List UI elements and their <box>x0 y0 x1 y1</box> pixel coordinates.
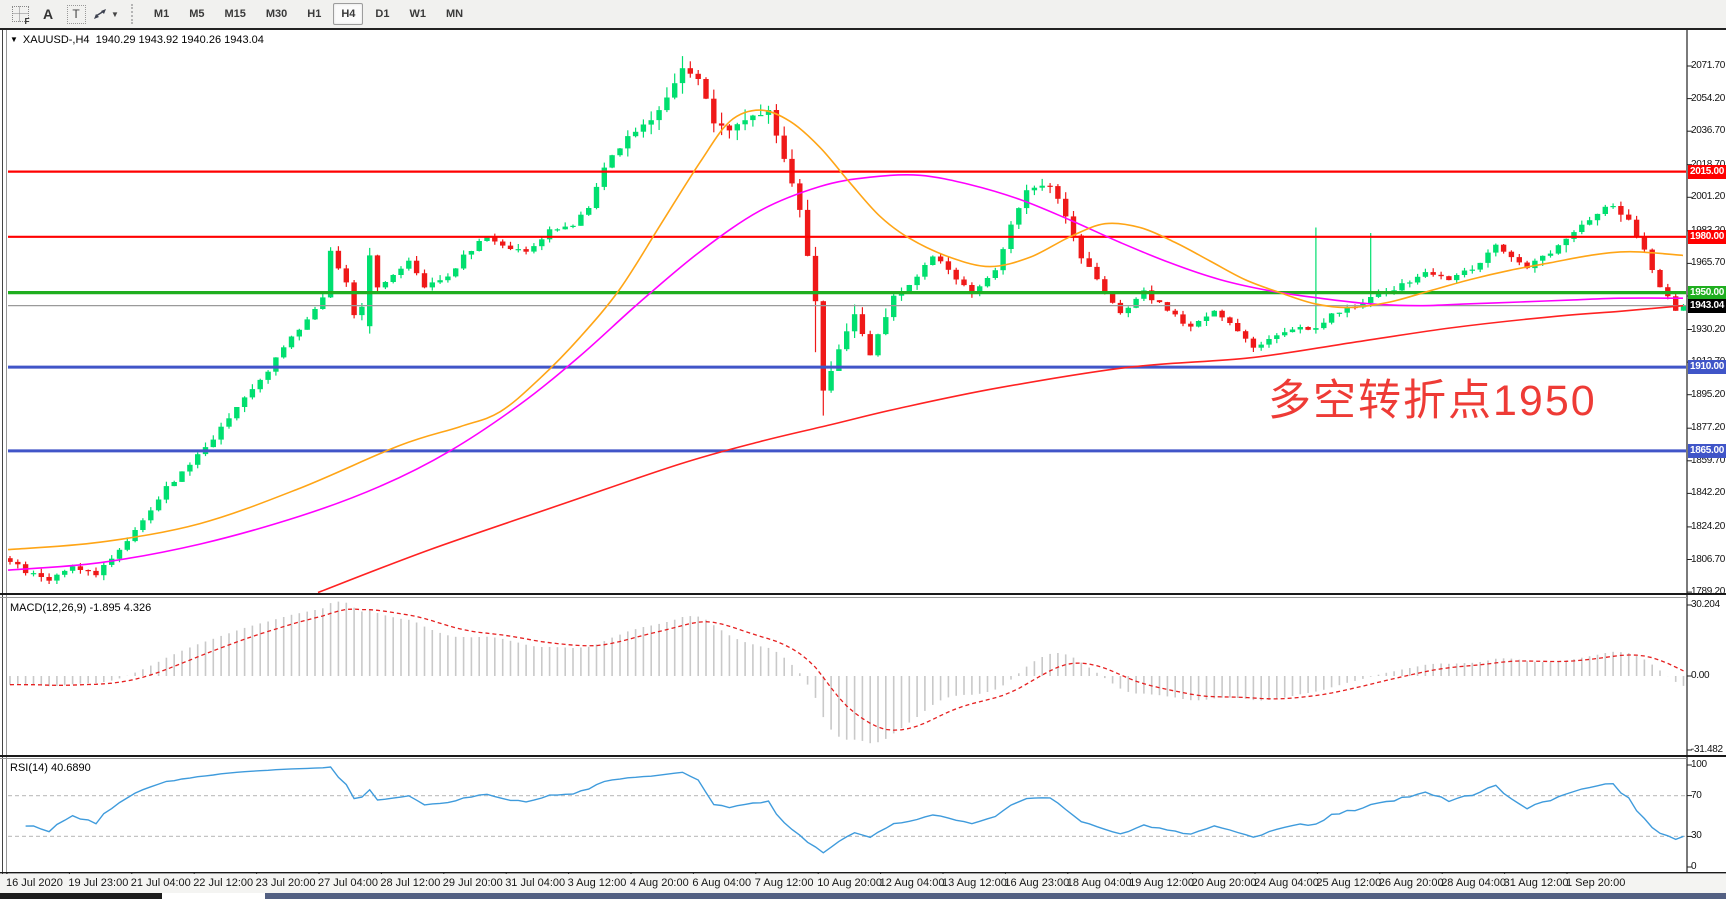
price-tick-label: 2054.20 <box>1691 92 1726 104</box>
price-tick-label: 1930.20 <box>1691 323 1726 335</box>
rsi-tick-label: 100 <box>1691 759 1707 770</box>
bottom-window-edge <box>0 893 1726 899</box>
price-level-tag: 2015.00 <box>1688 164 1726 179</box>
timeframe-button-h1[interactable]: H1 <box>307 8 322 20</box>
letter-t-icon: T <box>66 4 86 24</box>
date-label: 26 Aug 20:00 <box>1378 877 1444 889</box>
date-label: 7 Aug 12:00 <box>754 877 814 889</box>
arrows-icon <box>94 9 106 19</box>
date-label: 24 Aug 04:00 <box>1254 877 1319 889</box>
timeframe-bar: M1 M5 M15 M30 H1 H4 D1 W1 MN <box>144 3 473 25</box>
price-level-tag: 1943.04 <box>1688 298 1726 313</box>
timeframe-button-m15[interactable]: M15 <box>224 8 246 20</box>
macd-tick-label: 0.00 <box>1691 670 1710 681</box>
date-label: 21 Jul 04:00 <box>130 877 191 889</box>
date-label: 10 Aug 20:00 <box>817 877 883 889</box>
date-label: 23 Jul 20:00 <box>255 877 316 889</box>
timeframe-button-mn[interactable]: MN <box>445 8 464 20</box>
price-tick-label: 1965.70 <box>1691 257 1726 269</box>
grid-tool-button[interactable]: F <box>7 2 33 26</box>
timeframe-button-d1[interactable]: D1 <box>375 8 390 20</box>
price-tick-label: 2071.70 <box>1691 60 1726 71</box>
date-label: 20 Aug 20:00 <box>1191 877 1257 889</box>
chart-title: ▼ XAUUSD-,H4 1940.29 1943.92 1940.26 1943… <box>10 34 264 46</box>
timeframe-button-m1[interactable]: M1 <box>153 8 170 20</box>
macd-label: MACD(12,26,9) -1.895 4.326 <box>10 602 152 614</box>
price-level-tag: 1910.00 <box>1688 360 1726 375</box>
price-tick-label: 2036.70 <box>1691 125 1726 137</box>
pane-left-border <box>6 30 7 893</box>
date-label: 28 Jul 12:00 <box>380 877 441 889</box>
date-label: 27 Jul 04:00 <box>318 877 378 889</box>
date-label: 19 Jul 23:00 <box>68 877 129 889</box>
toolbar: F A T ▼ M1 M5 M15 M30 H1 H4 D1 W1 MN <box>0 0 1726 28</box>
price-level-tag: 1865.00 <box>1688 443 1726 458</box>
date-label: 12 Aug 04:00 <box>879 877 945 889</box>
window-top-border <box>0 28 1726 30</box>
date-label: 22 Jul 12:00 <box>193 877 254 889</box>
date-label: 31 Jul 04:00 <box>505 877 566 889</box>
grid-f-icon: F <box>11 6 30 26</box>
date-label: 16 Jul 2020 <box>6 877 63 889</box>
rsi-value: 40.6890 <box>50 762 91 774</box>
date-label: 4 Aug 20:00 <box>630 877 689 889</box>
rsi-tick-label: 0 <box>1691 861 1697 872</box>
date-label: 18 Aug 04:00 <box>1066 877 1132 889</box>
date-label: 1 Sep 20:00 <box>1566 877 1626 889</box>
arrows-tool-button[interactable]: ▼ <box>91 2 120 26</box>
window-left-border <box>2 30 3 893</box>
text-box-tool-button[interactable]: T <box>63 2 89 26</box>
rsi-tick-label: 30 <box>1691 830 1702 842</box>
date-label: 31 Aug 12:00 <box>1503 877 1569 889</box>
price-tick-label: 2001.20 <box>1691 191 1726 203</box>
ohlc-values: 1940.29 1943.92 1940.26 1943.04 <box>95 34 264 46</box>
price-tick-label: 1806.70 <box>1691 553 1726 565</box>
macd-tick-label: -31.482 <box>1691 743 1723 755</box>
price-level-tag: 1950.00 <box>1688 285 1726 300</box>
price-tick-label: 1842.20 <box>1691 487 1726 499</box>
price-tick-label: 1895.20 <box>1691 388 1726 400</box>
timeframe-button-m30[interactable]: M30 <box>265 8 288 20</box>
symbol-dropdown-icon[interactable]: ▼ <box>10 35 18 44</box>
price-tick-label: 1789.20 <box>1691 586 1726 598</box>
chevron-down-icon: ▼ <box>111 9 119 19</box>
macd-values: -1.895 4.326 <box>89 602 152 614</box>
rsi-tick-label: 70 <box>1691 789 1702 801</box>
letter-a-icon: A <box>42 6 54 22</box>
date-scale[interactable]: 16 Jul 2020 19 Jul 23:00 21 Jul 04:00 22 Ju… <box>0 874 1726 893</box>
price-tick-label: 1877.20 <box>1691 422 1726 434</box>
scrollbar-thumb-gap <box>162 893 265 899</box>
scrollbar-segment <box>0 893 162 899</box>
date-label: 13 Aug 12:00 <box>942 877 1007 889</box>
price-tick-label: 1824.20 <box>1691 520 1726 532</box>
toolbar-drag-handle[interactable] <box>130 4 138 24</box>
symbol-label: XAUUSD-,H4 <box>22 34 90 46</box>
timeframe-button-h4[interactable]: H4 <box>333 3 364 25</box>
date-label: 16 Aug 23:00 <box>1004 877 1070 889</box>
date-label: 19 Aug 12:00 <box>1129 877 1195 889</box>
macd-tick-label: 30.204 <box>1691 599 1720 611</box>
price-tick-label: 1859.70 <box>1691 454 1726 466</box>
date-label: 3 Aug 12:00 <box>567 877 627 889</box>
price-level-tag: 1980.00 <box>1688 229 1726 244</box>
date-label: 6 Aug 04:00 <box>692 877 752 889</box>
timeframe-button-w1[interactable]: W1 <box>409 8 426 20</box>
rsi-label: RSI(14) 40.6890 <box>10 762 91 774</box>
timeframe-button-m5[interactable]: M5 <box>189 8 205 20</box>
chart-annotation-text: 多空转折点1950 <box>1268 377 1597 425</box>
date-label: 29 Jul 20:00 <box>442 877 503 889</box>
text-label-tool-button[interactable]: A <box>35 2 61 26</box>
date-label: 25 Aug 12:00 <box>1316 877 1382 889</box>
date-label: 28 Aug 04:00 <box>1441 877 1507 889</box>
